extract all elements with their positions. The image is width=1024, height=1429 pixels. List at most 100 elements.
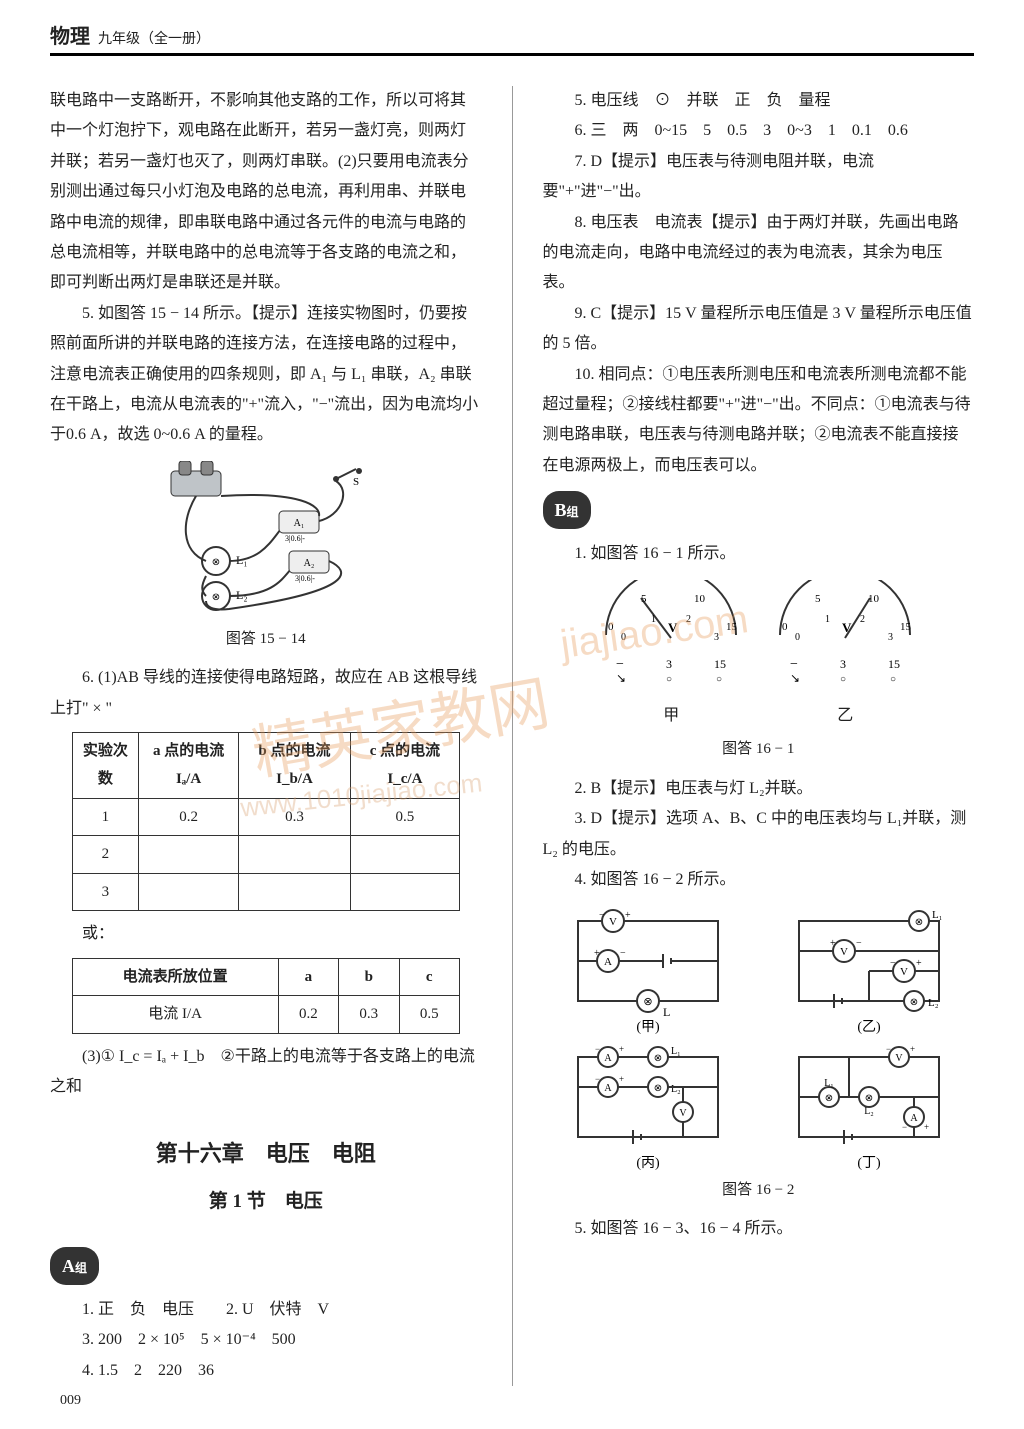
badge-sub: 组 [567,505,579,519]
svg-text:−: − [599,910,605,921]
svg-text:○: ○ [840,674,846,685]
figure-caption: 图答 16 − 2 [543,1176,975,1205]
table-cell: 0.3 [238,798,350,836]
svg-text:○: ○ [716,674,722,685]
circuit-ding-icon: V − + ⊗ L₁ ⊗ L₂ A − + [784,1042,954,1172]
svg-text:−: − [790,657,798,672]
svg-text:0: 0 [782,621,788,633]
table-row: 1 0.2 0.3 0.5 [72,798,459,836]
svg-text:L₂: L₂ [928,997,939,1009]
question-6a: 6. (1)AB 导线的连接使得电路短路，故应在 AB 这根导线上打" × " [50,663,482,724]
table-cell: 0.2 [278,996,338,1034]
answer-7: 7. D【提示】电压表与待测电阻并联，电流要"+"进"−"出。 [543,147,975,208]
svg-text:V: V [668,620,678,635]
svg-text:⊗: ⊗ [864,1093,872,1104]
svg-text:V: V [679,1108,687,1119]
svg-text:(丙): (丙) [636,1156,660,1171]
svg-text:V: V [842,620,852,635]
meter-label-right: 乙 [760,701,930,731]
svg-text:A₁: A₁ [293,518,304,529]
svg-text:2: 2 [860,614,865,625]
svg-text:L: L [663,1005,670,1019]
svg-text:L₁: L₁ [932,909,943,921]
svg-text:5: 5 [815,593,821,605]
figure-caption: 图答 16 − 1 [543,735,975,764]
b-question-2: 2. B【提示】电压表与灯 L₂并联。 [543,774,975,804]
table-cell [350,873,459,911]
svg-text:−: − [886,1044,891,1054]
svg-text:A: A [604,956,612,968]
answer-9: 9. C【提示】15 V 量程所示电压值是 3 V 量程所示电压值的 5 倍。 [543,299,975,360]
table-cell [139,836,239,874]
table-header: a 点的电流 Iₐ/A [139,732,239,798]
svg-text:A₂: A₂ [303,558,314,569]
svg-text:L₁: L₁ [671,1046,681,1057]
book-subtitle: 九年级（全一册） [98,32,210,47]
left-column: 联电路中一支路断开，不影响其他支路的工作，所以可将其中一个灯泡拧下，观电路在此断… [50,86,482,1386]
answer-line-3: 3. 200 2 × 10⁵ 5 × 10⁻⁴ 500 [50,1325,482,1355]
svg-text:(甲): (甲) [636,1020,660,1035]
column-divider [512,86,513,1386]
svg-text:5: 5 [641,593,647,605]
badge-letter: B [555,500,567,520]
svg-text:+: + [594,948,600,959]
group-a-badge: A组 [50,1247,99,1285]
svg-text:(乙): (乙) [857,1019,881,1035]
page-number: 009 [60,1393,81,1409]
answer-line-4: 4. 1.5 2 220 36 [50,1356,482,1386]
svg-text:−: − [902,1122,907,1132]
table-cell [139,873,239,911]
svg-text:⊗: ⊗ [654,1053,662,1064]
circuit-yi-icon: ⊗ L₁ V + − V − + ⊗ L₂ [784,906,954,1036]
svg-text:3: 3 [714,632,719,643]
svg-text:+: + [910,1044,915,1054]
table-cell [350,836,459,874]
data-table-1: 实验次数 a 点的电流 Iₐ/A b 点的电流 I_b/A c 点的电流 I_c… [72,732,460,912]
svg-text:V: V [900,966,908,978]
svg-text:−: − [616,657,624,672]
svg-text:15: 15 [888,657,900,671]
table-row: 2 [72,836,459,874]
svg-text:⊗: ⊗ [909,997,917,1008]
svg-text:−: − [595,1074,600,1084]
data-table-2: 电流表所放位置 a b c 电流 I/A 0.2 0.3 0.5 [72,958,460,1034]
svg-text:↘: ↘ [790,671,800,685]
table-cell: 3 [72,873,139,911]
svg-text:0: 0 [621,632,626,643]
svg-text:(丁): (丁) [857,1156,881,1171]
badge-sub: 组 [75,1261,87,1275]
book-title: 物理 [50,26,90,48]
figure-caption: 图答 15 − 14 [50,625,482,654]
b-question-1: 1. 如图答 16 − 1 所示。 [543,539,975,569]
svg-text:+: + [924,1122,929,1132]
svg-text:2: 2 [686,614,691,625]
table-cell [238,836,350,874]
svg-text:A: A [604,1053,612,1064]
group-b-badge: B组 [543,491,591,529]
meter-label-left: 甲 [586,701,756,731]
svg-text:○: ○ [890,674,896,685]
page-header: 物理 九年级（全一册） [50,20,974,56]
circuit-diagram-icon: ⊗ L₁ A₁ 3|0.6|- ⊗ L₂ A₂ 3|0.6|- S [161,461,371,621]
svg-text:1: 1 [825,614,830,625]
svg-text:+: + [916,958,922,969]
voltmeter-right-icon: 0 5 10 15 0 1 2 3 V − 3 15 ↘ ○ ○ [760,580,930,690]
table-row: 3 [72,873,459,911]
table-header: 实验次数 [72,732,139,798]
svg-text:15: 15 [900,621,912,633]
svg-text:S: S [353,476,359,488]
figure-16-2: V − + A + − ⊗ L (甲) [543,906,975,1205]
svg-text:1: 1 [651,614,656,625]
table-header: b [339,958,399,996]
badge-letter: A [62,1256,75,1276]
circuit-jia-icon: V − + A + − ⊗ L (甲) [563,906,733,1036]
svg-text:3: 3 [666,657,672,671]
right-column: 5. 电压线 ⊙ 并联 正 负 量程 6. 三 两 0~15 5 0.5 3 0… [543,86,975,1386]
figure-16-1: 0 5 10 15 0 1 2 3 V − 3 15 ↘ ○ ○ 0 5 [543,580,975,764]
svg-text:−: − [856,938,862,949]
svg-text:−: − [890,958,896,969]
svg-text:+: + [625,910,631,921]
b-question-5: 5. 如图答 16 − 3、16 − 4 所示。 [543,1214,975,1244]
svg-text:L₁: L₁ [824,1078,834,1089]
svg-text:⊗: ⊗ [654,1083,662,1094]
